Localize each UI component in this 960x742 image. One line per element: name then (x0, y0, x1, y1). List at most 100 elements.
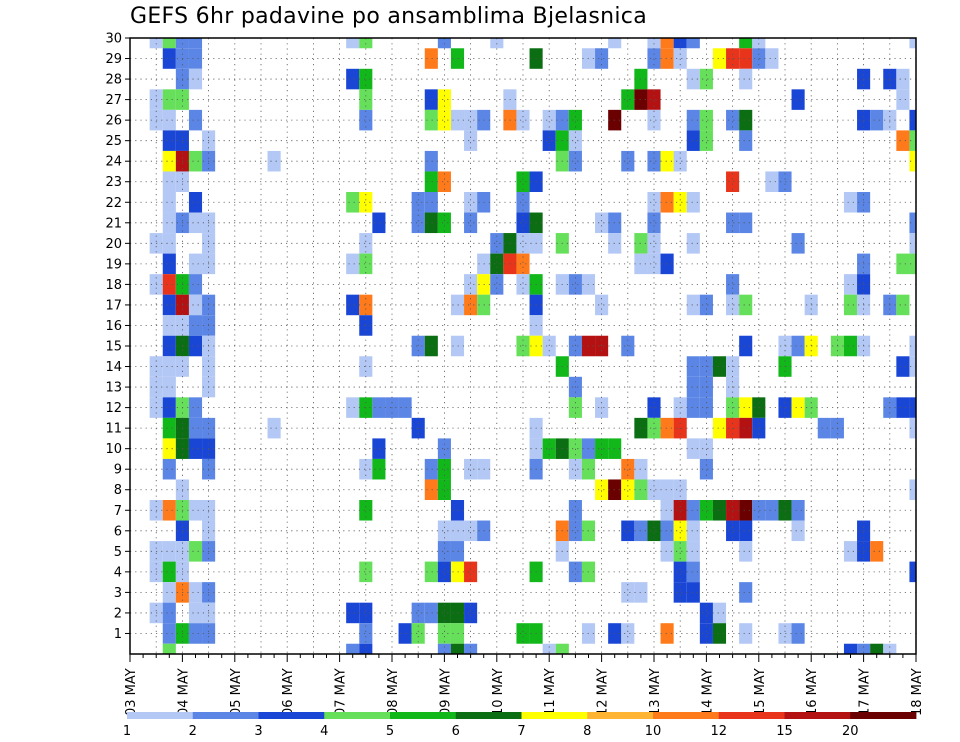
colorbar-swatch (127, 712, 194, 719)
y-tick-label: 11 (105, 422, 122, 437)
y-tick-label: 14 (105, 360, 122, 375)
heatmap-cell (726, 109, 740, 131)
heatmap-cell (437, 520, 451, 542)
heatmap-cell (660, 48, 674, 69)
heatmap-cell (660, 38, 674, 49)
heatmap-cell (162, 150, 176, 172)
x-tick-label: 09 MAY (438, 668, 453, 716)
heatmap-cell (424, 479, 438, 500)
heatmap-cell (188, 38, 203, 49)
heatmap-cell (464, 130, 478, 151)
heatmap-cell (464, 643, 478, 654)
heatmap-cell (726, 520, 740, 542)
heatmap-cell (359, 38, 373, 49)
y-tick-label: 24 (105, 155, 122, 170)
heatmap-cell (726, 294, 740, 316)
heatmap-cell (686, 38, 700, 49)
heatmap-cell (542, 438, 556, 459)
heatmap-cell (490, 274, 504, 295)
heatmap-cell (909, 150, 916, 172)
heatmap-cell (778, 171, 792, 192)
heatmap-cell (673, 520, 687, 542)
colorbar-label: 7 (517, 724, 525, 739)
heatmap-cell (686, 376, 700, 398)
heatmap-cell (778, 623, 792, 644)
heatmap-cell (712, 417, 727, 439)
heatmap-cell (647, 38, 661, 49)
heatmap-cell (188, 500, 203, 521)
x-tick-label: 03 MAY (124, 668, 139, 716)
heatmap-cell (739, 500, 753, 521)
x-tick-label: 04 MAY (176, 668, 191, 716)
y-tick-label: 2 (114, 606, 122, 621)
heatmap-cell (634, 458, 648, 480)
y-tick-label: 18 (105, 278, 122, 293)
heatmap-cell (621, 150, 635, 172)
heatmap-cell (699, 623, 713, 644)
colorbar-label: 1 (123, 724, 131, 739)
heatmap-cell (660, 520, 674, 542)
heatmap-cell (188, 192, 203, 213)
heatmap-cell (450, 48, 465, 69)
heatmap-cell (162, 602, 176, 624)
heatmap-cell (739, 294, 753, 316)
heatmap-cell (162, 417, 176, 439)
heatmap-cell (450, 643, 465, 654)
heatmap-cell (634, 68, 648, 90)
heatmap-cell (909, 38, 916, 49)
heatmap-cell (359, 500, 373, 521)
heatmap-cell (660, 192, 674, 213)
heatmap-cell (437, 643, 451, 654)
heatmap-cell (595, 438, 609, 459)
heatmap-cell (765, 171, 779, 192)
heatmap-cell (699, 500, 713, 521)
y-tick-label: 27 (105, 93, 122, 108)
colorbar-swatch (784, 712, 851, 719)
heatmap-cell (188, 602, 203, 624)
heatmap-cell (346, 253, 360, 275)
heatmap-cell (346, 602, 360, 624)
heatmap-cell (464, 192, 478, 213)
heatmap-cell (162, 109, 176, 131)
colorbar-label: 12 (710, 724, 727, 739)
colorbar-swatch (324, 712, 391, 719)
colorbar-label: 8 (583, 724, 591, 739)
chart-title: GEFS 6hr padavine po ansamblima Bjelasni… (130, 4, 647, 29)
heatmap-cell (162, 561, 176, 583)
heatmap-cell (595, 479, 609, 500)
colorbar-swatch (455, 712, 522, 719)
heatmap-cell (870, 109, 884, 131)
y-tick-label: 7 (114, 504, 122, 519)
heatmap-cell (359, 458, 373, 480)
heatmap-cell (686, 109, 700, 131)
heatmap-cell (857, 643, 871, 654)
heatmap-cell (516, 274, 530, 295)
heatmap-cell (634, 417, 648, 439)
heatmap-cell (188, 68, 203, 90)
heatmap-cell (162, 294, 176, 316)
heatmap-cell (188, 438, 203, 459)
heatmap-cell (686, 192, 700, 213)
heatmap-cell (739, 68, 753, 90)
heatmap-cell (359, 233, 373, 254)
heatmap-cell (568, 150, 582, 172)
y-tick-label: 1 (114, 627, 122, 642)
heatmap-cell (726, 171, 740, 192)
heatmap-cell (542, 130, 556, 151)
heatmap-cell (411, 212, 425, 234)
heatmap-cell (188, 294, 203, 316)
heatmap-cell (162, 356, 176, 377)
heatmap-cell (686, 582, 700, 603)
heatmap-cell (791, 89, 805, 110)
heatmap-cell (149, 38, 163, 49)
heatmap-cell (372, 212, 386, 234)
heatmap-cell (424, 602, 438, 624)
heatmap-cell (188, 48, 203, 69)
heatmap-cell (450, 561, 465, 583)
heatmap-cell (699, 294, 713, 316)
heatmap-cell (673, 582, 687, 603)
heatmap-cell (188, 315, 203, 336)
heatmap-cell (660, 479, 674, 500)
x-tick-label: 05 MAY (229, 668, 244, 716)
heatmap-cell (791, 335, 805, 357)
